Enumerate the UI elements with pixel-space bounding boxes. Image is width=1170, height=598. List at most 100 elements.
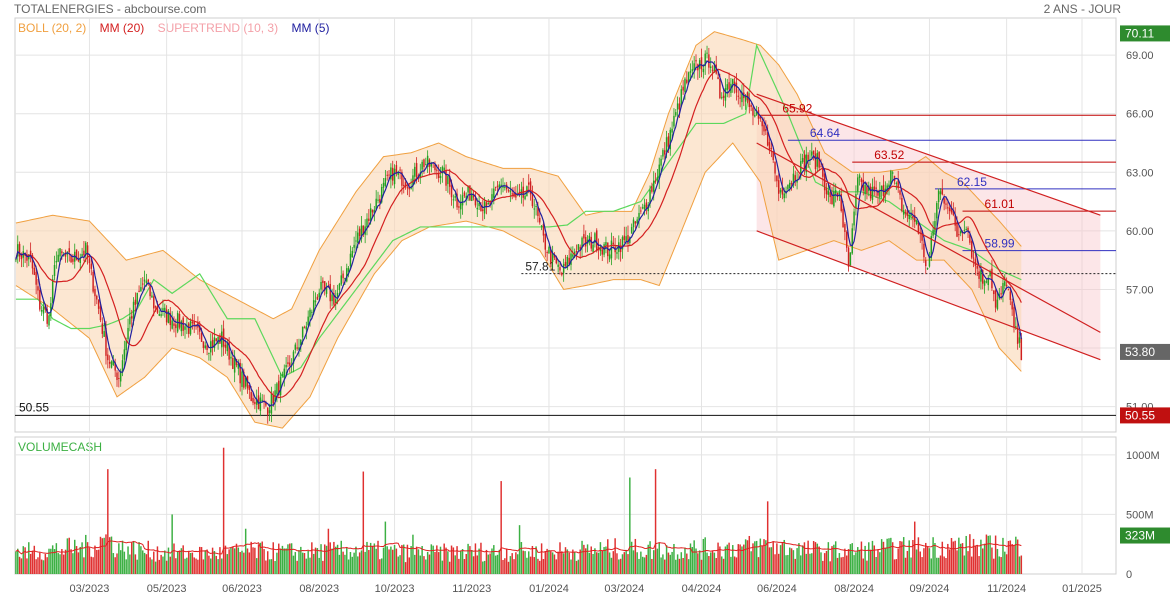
volume-bar <box>401 544 403 574</box>
candle-body <box>842 208 844 228</box>
candle-body <box>976 266 978 269</box>
legend-bollinger[interactable]: BOLL (20, 2) <box>18 21 87 35</box>
candle-body <box>366 218 368 228</box>
volume-bar <box>1011 543 1013 574</box>
y-tick-label: 66.00 <box>1126 109 1154 121</box>
candle-body <box>772 152 774 160</box>
volume-bar <box>919 551 921 574</box>
candle-body <box>447 175 449 185</box>
legend-supertrend[interactable]: SUPERTREND (10, 3) <box>157 21 279 35</box>
candle-body <box>1004 281 1006 286</box>
volume-bar <box>807 540 809 574</box>
volume-bar <box>860 541 863 574</box>
period-label[interactable]: 2 ANS - JOUR <box>1043 2 1121 16</box>
volume-bar <box>208 555 210 574</box>
candle-body <box>937 190 940 203</box>
volume-bar <box>331 548 333 574</box>
volume-bar <box>869 549 872 574</box>
volume-bar <box>270 559 273 574</box>
candle-body <box>307 316 309 326</box>
volume-bar <box>568 552 570 574</box>
volume-bar <box>800 555 802 574</box>
volume-bar <box>482 561 484 574</box>
candle-body <box>408 186 410 190</box>
candle-body <box>401 171 403 186</box>
x-tick-label: 10/2023 <box>375 583 415 595</box>
candle-body <box>623 235 626 240</box>
candle-body <box>450 185 453 198</box>
volume-bar <box>283 548 286 574</box>
indicator-legend: BOLL (20, 2) MM (20) SUPERTREND (10, 3) … <box>18 21 339 35</box>
volume-bar <box>540 543 543 574</box>
legend-mm20[interactable]: MM (20) <box>99 21 145 35</box>
candle-body <box>278 380 280 396</box>
volume-bar <box>998 556 1001 574</box>
volume-bar <box>311 542 313 574</box>
volume-bar <box>798 543 800 574</box>
candle-body <box>660 158 662 166</box>
candle-body <box>1016 328 1019 344</box>
candle-body <box>761 121 763 127</box>
volume-bar <box>222 447 225 574</box>
candle-body <box>823 173 826 191</box>
volume-bar <box>210 558 212 574</box>
candle-body <box>947 207 949 209</box>
candle-body <box>48 315 50 326</box>
volume-bar <box>255 558 258 574</box>
volume-bar <box>379 559 381 574</box>
volume-bar <box>974 545 977 574</box>
volume-bar <box>899 541 901 574</box>
volume-bar <box>380 558 383 574</box>
candle-body <box>871 187 874 200</box>
candle-body <box>1002 282 1004 294</box>
candle-body <box>610 240 613 259</box>
volume-bar <box>746 540 749 574</box>
volume-bar <box>355 546 357 574</box>
volume-bar <box>948 549 951 574</box>
legend-mm5[interactable]: MM (5) <box>291 21 330 35</box>
volume-bar <box>816 543 819 574</box>
candle-body <box>272 395 274 404</box>
volume-bar <box>132 540 135 574</box>
candle-body <box>436 169 438 171</box>
candle-body <box>358 228 361 236</box>
candle-body <box>954 215 956 226</box>
candle-body <box>75 249 78 260</box>
volume-bar <box>967 551 969 574</box>
candle-body <box>232 358 234 369</box>
volume-bar <box>244 528 247 574</box>
volume-bar <box>491 548 493 574</box>
volume-bar <box>678 558 681 574</box>
candle-body <box>110 361 113 368</box>
candle-body <box>548 247 550 254</box>
volume-bar <box>116 553 118 574</box>
candle-body <box>726 84 728 90</box>
volume-bar <box>239 552 241 574</box>
volume-bar <box>88 547 91 574</box>
volume-bar <box>858 549 861 574</box>
candle-body <box>958 234 960 236</box>
candle-body <box>621 237 624 250</box>
candle-body <box>184 326 186 330</box>
volume-bar <box>1004 551 1006 574</box>
volume-bar <box>930 558 933 574</box>
candle-body <box>445 169 447 186</box>
candle-body <box>329 283 331 302</box>
candle-body <box>123 349 126 360</box>
candle-body <box>945 203 947 205</box>
trend-channel-middle-line <box>756 142 1101 333</box>
candle-body <box>230 356 232 359</box>
volume-bar <box>92 557 94 574</box>
candle-body <box>386 174 388 176</box>
candle-body <box>652 180 655 192</box>
volume-bar <box>263 549 265 574</box>
price-badge <box>1120 407 1170 424</box>
volume-bar <box>237 547 240 574</box>
candle-body <box>664 150 666 155</box>
volume-bar <box>994 535 997 574</box>
candle-body <box>765 129 767 132</box>
candle-body <box>564 261 567 266</box>
volume-bar <box>17 548 19 574</box>
volume-bar <box>880 539 883 574</box>
